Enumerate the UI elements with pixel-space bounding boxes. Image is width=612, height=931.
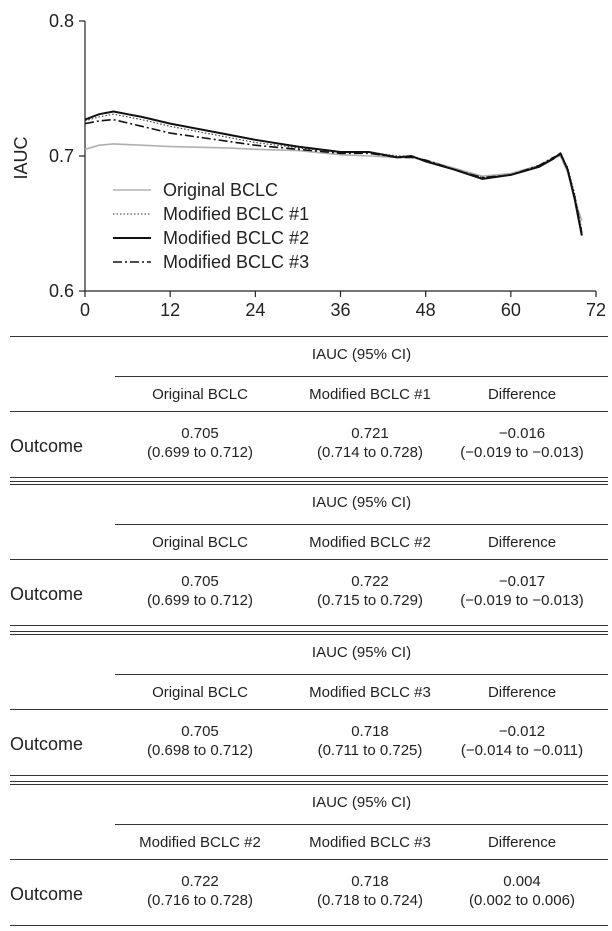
column-header-rule (10, 709, 608, 710)
group-header: IAUC (95% CI) (311, 346, 412, 363)
column-header: Original BCLC (152, 684, 248, 701)
group-header-rule (115, 524, 608, 525)
row-label-outcome: Outcome (10, 734, 84, 754)
cell-value: 0.718 (351, 723, 389, 740)
column-header: Modified BCLC #1 (309, 386, 431, 403)
legend-label-4: Modified BCLC #3 (163, 252, 309, 272)
cell-ci: (0.718 to 0.724) (317, 892, 423, 909)
cell-value: 0.722 (181, 873, 219, 890)
row-label-outcome: Outcome (10, 436, 84, 456)
series-line-1 (84, 143, 583, 222)
group-header-rule (115, 674, 608, 675)
y-tick-label: 0.8 (49, 11, 74, 31)
column-header: Original BCLC (152, 386, 248, 403)
cell-value: −0.016 (498, 425, 546, 442)
group-header: IAUC (95% CI) (311, 644, 412, 661)
table-top-rule (10, 784, 608, 785)
cell-ci: (0.715 to 0.729) (317, 592, 423, 609)
cell-value: −0.012 (498, 723, 546, 740)
column-header: Difference (487, 834, 557, 851)
cell-value: 0.004 (503, 873, 541, 890)
column-header-rule (10, 859, 608, 860)
table-top-rule (10, 336, 608, 337)
iauc-line-chart: 0 12 24 36 48 60 72 0.6 0.7 0.8 IAUC Original BCLC M… (11, 11, 606, 320)
legend-label-3: Modified BCLC #2 (163, 228, 309, 248)
comparison-table-4: IAUC (95% CI) Modified BCLC #2 Modified BC… (10, 784, 608, 926)
column-header: Modified BCLC #3 (309, 684, 431, 701)
column-header: Difference (487, 386, 557, 403)
cell-ci: (0.699 to 0.712) (147, 444, 253, 461)
column-header: Modified BCLC #2 (309, 534, 431, 551)
column-header: Modified BCLC #2 (139, 834, 261, 851)
table-separator-rule (10, 781, 608, 782)
x-tick-label: 12 (160, 300, 180, 320)
table-bottom-rule (10, 925, 608, 926)
x-tick-label: 0 (80, 300, 90, 320)
column-header: Modified BCLC #3 (309, 834, 431, 851)
group-header-rule (115, 824, 608, 825)
comparison-table-2: IAUC (95% CI) Original BCLC Modified BCLC … (10, 484, 608, 626)
cell-value: 0.718 (351, 873, 389, 890)
group-header: IAUC (95% CI) (311, 494, 412, 511)
series-line-2 (84, 113, 583, 231)
cell-ci: (−0.014 to −0.011) (460, 742, 584, 759)
cell-ci: (−0.019 to −0.013) (460, 444, 584, 461)
legend-label-2: Modified BCLC #1 (163, 204, 309, 224)
column-header: Difference (487, 684, 557, 701)
x-tick-label: 72 (586, 300, 606, 320)
cell-ci: (0.699 to 0.712) (147, 592, 253, 609)
y-tick-label: 0.7 (49, 146, 74, 166)
cell-ci: (−0.019 to −0.013) (460, 592, 584, 609)
cell-ci: (0.002 to 0.006) (469, 892, 575, 909)
cell-value: 0.721 (351, 425, 389, 442)
column-header-rule (10, 411, 608, 412)
cell-value: 0.705 (181, 573, 219, 590)
table-top-rule (10, 634, 608, 635)
table-bottom-rule (10, 625, 608, 626)
table-separator-rule (10, 481, 608, 482)
cell-ci: (0.698 to 0.712) (147, 742, 253, 759)
y-axis-label: IAUC (11, 136, 31, 179)
y-tick-label: 0.6 (49, 281, 74, 301)
x-tick-label: 48 (416, 300, 436, 320)
cell-value: 0.705 (181, 723, 219, 740)
column-header: Original BCLC (152, 534, 248, 551)
x-tick-label: 24 (245, 300, 265, 320)
series-line-4 (84, 118, 583, 234)
group-header-rule (115, 376, 608, 377)
cell-ci: (0.714 to 0.728) (317, 444, 423, 461)
cell-ci: (0.711 to 0.725) (317, 742, 423, 759)
comparison-table-1: IAUC (95% CI) Original BCLC Modified BCLC … (10, 336, 608, 478)
column-header: Difference (487, 534, 557, 551)
table-separator-rule (10, 631, 608, 632)
comparison-table-3: IAUC (95% CI) Original BCLC Modified BCLC … (10, 634, 608, 776)
legend-label-1: Original BCLC (163, 180, 278, 200)
table-bottom-rule (10, 477, 608, 478)
cell-ci: (0.716 to 0.728) (147, 892, 253, 909)
column-header-rule (10, 559, 608, 560)
x-tick-label: 36 (330, 300, 350, 320)
row-label-outcome: Outcome (10, 884, 84, 904)
cell-value: −0.017 (498, 573, 546, 590)
row-label-outcome: Outcome (10, 584, 84, 604)
x-tick-label: 60 (501, 300, 521, 320)
group-header: IAUC (95% CI) (311, 794, 412, 811)
cell-value: 0.705 (181, 425, 219, 442)
table-top-rule (10, 484, 608, 485)
cell-value: 0.722 (351, 573, 389, 590)
table-bottom-rule (10, 775, 608, 776)
